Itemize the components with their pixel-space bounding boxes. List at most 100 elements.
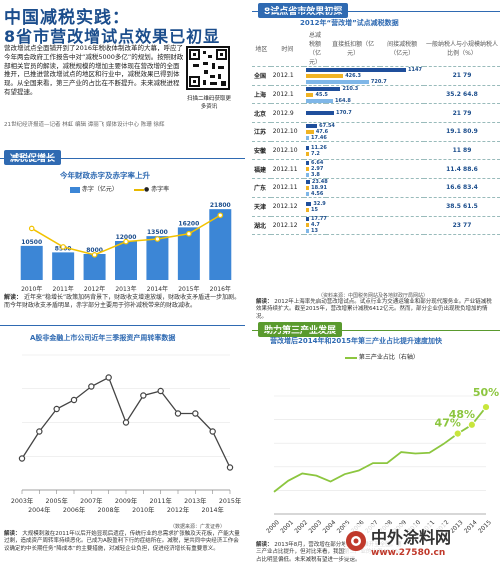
value-bars-cell: 23.48 18.91 4.56 <box>304 178 424 198</box>
value-label: 3.8 <box>311 172 320 179</box>
value-label: 210.3 <box>342 85 359 92</box>
value-label: 1147 <box>408 66 422 73</box>
region-cell: 全国 <box>252 66 271 86</box>
turnover-point <box>122 419 130 426</box>
date-cell: 2012.11 <box>270 159 305 180</box>
deficit-bar <box>209 209 232 280</box>
table-header: 总减税额（亿元） <box>304 30 326 67</box>
tertiary-x-tick: 2014 <box>463 519 479 535</box>
tertiary-callout: 48% <box>449 408 475 421</box>
ratio-cell: 23 77 <box>423 216 500 236</box>
ratio-cell: 21 79 <box>423 66 500 86</box>
value-label: 47.6 <box>315 128 329 135</box>
value-bar <box>306 223 310 228</box>
value-label: 720.7 <box>370 78 387 85</box>
turnover-chart: 2003年2004年2005年2006年2007年2008年2009年2010年… <box>11 354 241 514</box>
turnover-x-tick: 2012年 <box>167 505 189 514</box>
ratio-cell: 21 79 <box>423 103 500 124</box>
value-label: 17.77 <box>311 216 327 223</box>
deficit-x-tick: 2011年 <box>53 285 74 293</box>
value-label: 17.46 <box>311 134 327 141</box>
deficit-x-tick: 2016年 <box>210 285 231 293</box>
qr-label: 扫描二维码获取更多资讯 <box>186 96 231 110</box>
ratio-cell: 35.2 64.8 <box>423 85 500 105</box>
tertiary-chart-title: 营改增后2014年和2015年第三产业占比提升速度加快 <box>270 337 442 345</box>
turnover-chart-title: A股非金融上市公司近年三季报资产周转率数据 <box>30 334 176 342</box>
turnover-x-tick: 2010年 <box>132 505 154 514</box>
date-cell: 2012.10 <box>270 141 305 161</box>
qr-code-icon[interactable] <box>186 46 230 90</box>
table-row: 上海 2012.1 210.3 45.5 164.8 35.2 64.8 <box>252 85 500 105</box>
tertiary-x-tick: 2015 <box>477 519 493 535</box>
value-bars-cell: 1147 426.3 720.7 <box>304 66 424 86</box>
deficit-x-tick: 2010年 <box>21 285 42 293</box>
table-header: 时间 <box>270 30 305 67</box>
value-bar <box>306 123 318 128</box>
turnover-x-tick: 2003年 <box>11 496 33 505</box>
tertiary-callout: 50% <box>473 386 499 399</box>
turnover-point <box>70 396 78 404</box>
tertiary-legend: 第三产业占比（右轴） <box>345 352 419 361</box>
deficit-x-tick: 2014年 <box>147 285 168 293</box>
deficit-bar <box>20 245 43 280</box>
legend-line: ● 赤字率 <box>133 184 169 193</box>
region-cell: 安徽 <box>252 141 271 161</box>
deficit-bar-label: 21800 <box>210 202 231 209</box>
deficit-rate-point <box>123 238 129 245</box>
value-bars-cell: 67.54 47.6 17.46 <box>304 122 424 142</box>
value-bar <box>306 179 310 184</box>
turnover-x-tick: 2011年 <box>150 496 172 505</box>
value-bar <box>306 67 407 72</box>
value-bars-cell: 170.7 <box>304 103 424 124</box>
table-header: 地区 <box>252 30 271 67</box>
date-cell: 2012.12 <box>270 216 305 236</box>
ratio-cell: 11 89 <box>423 141 500 161</box>
date-cell: 2012.9 <box>270 103 305 124</box>
deficit-bar <box>115 241 137 280</box>
deficit-x-tick: 2012年 <box>84 285 105 293</box>
tertiary-analysis: 解读： 2013年8月，营改增在部分地区试点推开至全国。第三产业占比提升，但对比… <box>256 542 406 563</box>
table-row: 天津 2012.12 32.9 15 38.5 61.5 <box>252 197 500 217</box>
section-header-pilot: 8试点省市效果初探 <box>258 3 349 18</box>
value-label: 6.64 <box>311 160 324 167</box>
turnover-point <box>157 387 164 395</box>
value-label: 11.26 <box>311 144 327 151</box>
tertiary-highlight-point <box>467 420 476 429</box>
value-bars-cell: 6.64 2.97 3.8 <box>304 159 424 180</box>
date-cell: 2012.12 <box>270 197 305 217</box>
watermark-url[interactable]: www.27580.cn <box>371 548 446 558</box>
tertiary-x-tick: 2004 <box>322 519 338 535</box>
value-bar <box>306 129 314 134</box>
region-cell: 北京 <box>252 103 271 124</box>
date-cell: 2012.1 <box>270 66 305 86</box>
value-label: 45.5 <box>315 91 328 98</box>
tertiary-x-tick: 2001 <box>279 519 295 535</box>
turnover-x-tick: 2015年 <box>219 496 241 505</box>
value-bar <box>306 167 310 172</box>
value-bar <box>306 191 310 196</box>
ratio-cell: 16.6 83.4 <box>423 178 500 198</box>
value-bar <box>306 173 310 178</box>
value-bars-cell: 210.3 45.5 164.8 <box>304 85 424 105</box>
region-cell: 湖北 <box>252 216 271 236</box>
pilot-table-title: 2012年“营改增”试点减税数据 <box>300 19 399 27</box>
table-row: 福建 2012.11 6.64 2.97 3.8 11.4 88.6 <box>252 159 500 180</box>
value-label: 23.48 <box>311 178 328 185</box>
tertiary-x-tick: 2002 <box>293 519 309 535</box>
section-header-deficit: 减税促增长 <box>4 150 62 165</box>
turnover-x-tick: 2009年 <box>115 496 137 505</box>
legend-bar: 赤字（亿元） <box>70 184 118 193</box>
turnover-point <box>226 464 234 471</box>
value-bar <box>306 92 314 97</box>
ratio-cell: 19.1 80.9 <box>423 122 500 142</box>
deficit-bar <box>177 227 200 280</box>
deficit-chart: 105002010年85002011年80002012年120002013年13… <box>20 202 232 293</box>
value-bars-cell: 11.26 7.2 <box>304 141 424 161</box>
value-label: 2.97 <box>311 166 324 173</box>
region-cell: 江苏 <box>252 122 271 142</box>
tertiary-callout: 47% <box>435 417 461 430</box>
deficit-rate-point <box>60 244 66 250</box>
value-label: 18.91 <box>311 184 327 191</box>
value-bar <box>306 73 344 78</box>
deficit-bar-label: 16200 <box>178 220 199 227</box>
